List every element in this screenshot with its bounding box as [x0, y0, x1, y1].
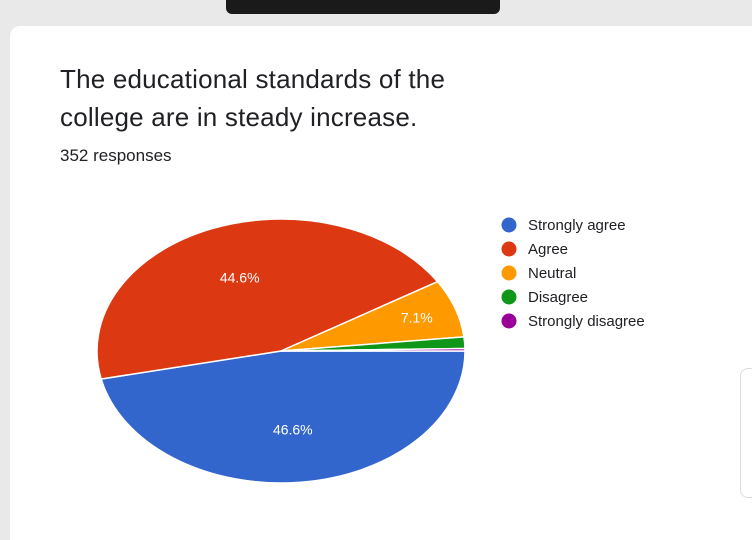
pie-slice-strongly-agree[interactable]: [100, 350, 466, 484]
question-title-line2: college are in steady increase.: [60, 102, 418, 132]
response-count: 352 responses: [60, 146, 172, 165]
pie-slice-strongly-disagree[interactable]: [280, 347, 466, 352]
question-title-line1: The educational standards of the: [60, 64, 446, 94]
pie-slice-agree[interactable]: [96, 218, 439, 380]
slice-label-agree: 44.6%: [220, 270, 260, 286]
legend-marker-strongly-disagree[interactable]: [501, 313, 517, 329]
legend-label-strongly-disagree[interactable]: Strongly disagree: [528, 313, 645, 330]
legend-label-neutral[interactable]: Neutral: [528, 265, 576, 282]
question-title: The educational standards of the college…: [60, 60, 580, 136]
legend-marker-strongly-agree[interactable]: [501, 217, 517, 233]
legend-label-disagree[interactable]: Disagree: [528, 289, 588, 306]
slice-label-neutral: 7.1%: [401, 310, 433, 326]
legend-marker-agree[interactable]: [501, 241, 517, 257]
legend-marker-disagree[interactable]: [501, 289, 517, 305]
slice-label-strongly-agree: 46.6%: [273, 422, 313, 438]
device-notch: [226, 0, 500, 14]
side-panel-tab[interactable]: [740, 368, 752, 498]
legend-marker-neutral[interactable]: [501, 265, 517, 281]
legend-label-strongly-agree[interactable]: Strongly agree: [528, 217, 626, 234]
legend-label-agree[interactable]: Agree: [528, 241, 568, 258]
